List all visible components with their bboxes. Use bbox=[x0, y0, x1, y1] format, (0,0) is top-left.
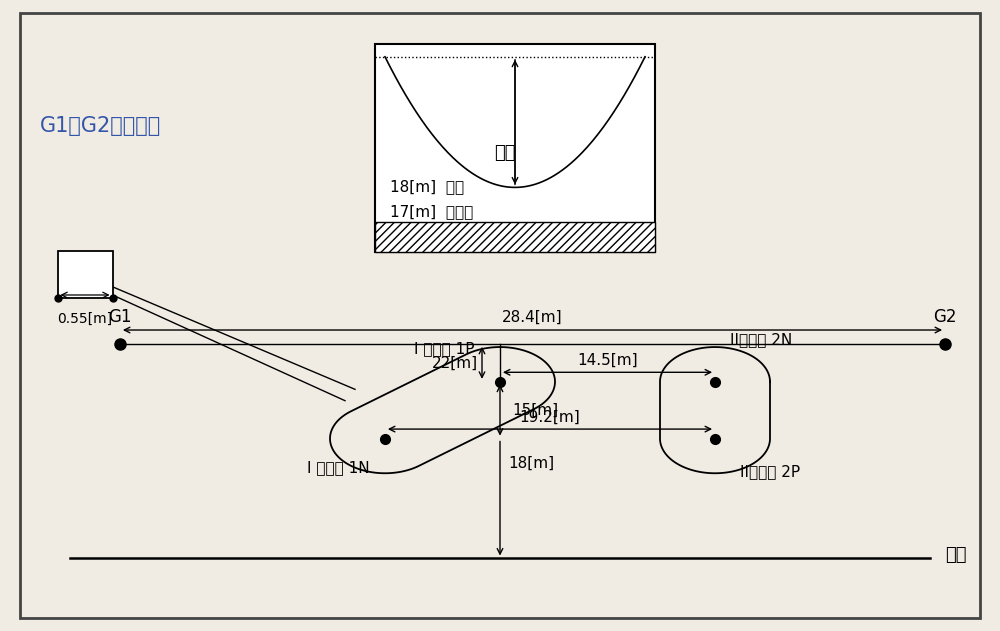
Text: G1: G1 bbox=[108, 308, 132, 326]
Text: 15[m]: 15[m] bbox=[512, 403, 558, 418]
Text: I 回正极 1P: I 回正极 1P bbox=[415, 341, 475, 357]
Text: 18[m]  导线: 18[m] 导线 bbox=[390, 179, 464, 194]
Text: II回正极 2P: II回正极 2P bbox=[740, 464, 800, 479]
Text: G2: G2 bbox=[933, 308, 957, 326]
Text: 18[m]: 18[m] bbox=[508, 456, 554, 471]
Bar bbox=[58, 251, 113, 298]
Bar bbox=[375, 44, 655, 252]
Text: II回负极 2N: II回负极 2N bbox=[730, 332, 792, 347]
Text: 14.5[m]: 14.5[m] bbox=[577, 353, 638, 368]
Text: 19.2[m]: 19.2[m] bbox=[520, 410, 580, 425]
Bar bbox=[375, 222, 655, 252]
Text: 28.4[m]: 28.4[m] bbox=[502, 310, 563, 325]
Text: 22[m]: 22[m] bbox=[432, 355, 478, 370]
Text: G1，G2：避雷线: G1，G2：避雷线 bbox=[40, 116, 161, 136]
Text: 0.55[m]: 0.55[m] bbox=[57, 312, 113, 326]
Text: 弧垂: 弧垂 bbox=[494, 144, 516, 162]
Text: I 回负极 1N: I 回负极 1N bbox=[307, 461, 370, 476]
Text: 大地: 大地 bbox=[945, 546, 966, 564]
Text: 17[m]  避雷线: 17[m] 避雷线 bbox=[390, 204, 473, 219]
